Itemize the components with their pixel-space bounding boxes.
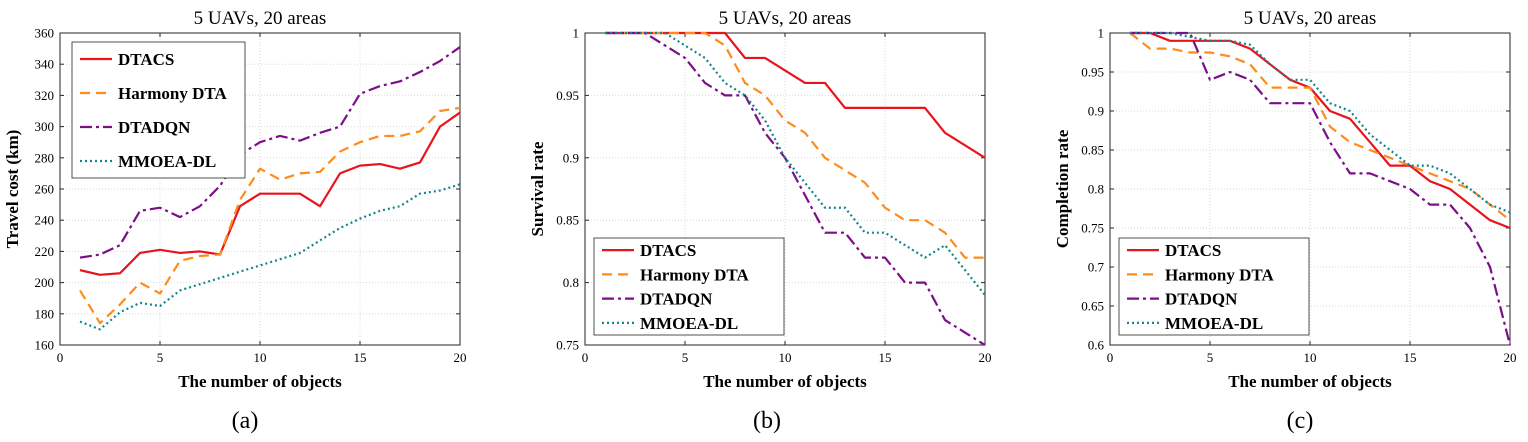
x-axis-label: The number of objects (178, 372, 342, 391)
series-line-harmony-dta (605, 31, 985, 259)
x-tick-label: 10 (1304, 350, 1317, 365)
x-tick-label: 20 (454, 350, 467, 365)
legend-label: DTADQN (1165, 290, 1238, 309)
legend-label: MMOEA-DL (1165, 314, 1263, 333)
legend-label: DTADQN (118, 118, 191, 137)
x-tick-label: 15 (879, 350, 892, 365)
y-tick-label: 240 (35, 213, 55, 228)
y-axis-label: Completion rate (1053, 129, 1072, 248)
y-tick-label: 0.6 (1088, 338, 1105, 353)
series-line-harmony-dta (1129, 32, 1511, 222)
y-tick-label: 280 (35, 150, 55, 165)
legend-label: Harmony DTA (640, 265, 749, 284)
x-tick-label: 5 (1207, 350, 1214, 365)
y-tick-label: 1 (573, 26, 580, 41)
y-tick-label: 0.65 (1081, 299, 1104, 314)
legend: DTACS Harmony DTA DTADQN MMOEA-DL (593, 237, 785, 336)
x-tick-label: 0 (1107, 350, 1114, 365)
series-line-dtadqn (79, 46, 461, 259)
y-axis-label: Travel cost (km) (3, 130, 22, 249)
x-tick-label: 10 (779, 350, 792, 365)
y-tick-label: 1 (1098, 26, 1105, 41)
legend-label: DTACS (640, 241, 696, 260)
x-tick-label: 0 (582, 350, 589, 365)
series-line-harmony-dta (79, 106, 461, 325)
x-axis-label: The number of objects (1228, 372, 1392, 391)
y-tick-label: 0.75 (1081, 221, 1104, 236)
series-line-mmoea-dl (605, 31, 986, 296)
legend-label: Harmony DTA (1165, 265, 1274, 284)
x-tick-label: 10 (254, 350, 267, 365)
y-tick-label: 300 (35, 119, 55, 134)
chart-panel-2: 0 5 10 15 20 0.75 0.8 0.85 0.9 0.95 1 5 UAVs, 20 ar… (528, 8, 992, 434)
y-tick-label: 0.95 (1081, 65, 1104, 80)
legend-box (71, 41, 246, 179)
y-tick-label: 0.8 (563, 275, 579, 290)
y-tick-label: 0.9 (1088, 104, 1104, 119)
x-tick-label: 20 (979, 350, 992, 365)
panel-label: (c) (1287, 408, 1314, 434)
y-tick-label: 0.95 (556, 88, 579, 103)
x-tick-label: 5 (682, 350, 689, 365)
chart-title: 5 UAVs, 20 areas (1244, 8, 1377, 29)
y-axis-label: Survival rate (528, 141, 547, 236)
y-tick-label: 0.7 (1088, 260, 1105, 275)
x-tick-label: 0 (57, 350, 64, 365)
legend: DTACS Harmony DTA DTADQN MMOEA-DL (1118, 237, 1310, 336)
chart-panel-1: 0 5 10 15 20 160 180 200 220 240 260 280 300 320 340 36… (3, 8, 467, 434)
series-line-dtadqn (605, 31, 986, 346)
series-line-dtacs (605, 31, 986, 159)
legend-label: MMOEA-DL (118, 152, 216, 171)
x-axis-label: The number of objects (703, 372, 867, 391)
chart-title: 5 UAVs, 20 areas (194, 8, 327, 29)
x-tick-label: 20 (1504, 350, 1517, 365)
y-tick-label: 220 (35, 244, 55, 259)
legend-label: MMOEA-DL (640, 314, 738, 333)
y-tick-label: 180 (35, 306, 55, 321)
panel-label: (a) (232, 408, 259, 434)
x-tick-label: 15 (1404, 350, 1417, 365)
y-tick-label: 260 (35, 182, 55, 197)
legend-box (593, 237, 785, 336)
panel-label: (b) (753, 408, 781, 434)
series-line-dtacs (1130, 31, 1511, 230)
series-line-dtacs (79, 111, 461, 276)
legend-label: DTACS (118, 50, 174, 69)
legend-label: DTADQN (640, 290, 713, 309)
chart-panel-3: 0 5 10 15 20 0.6 0.65 0.7 0.75 0.8 0.85 0.9 0.95 1 5 U… (1053, 8, 1517, 434)
legend: DTACS Harmony DTA DTADQN MMOEA-DL (71, 41, 246, 179)
legend-box (1118, 237, 1310, 336)
y-tick-label: 0.8 (1088, 182, 1104, 197)
y-tick-label: 0.9 (563, 150, 579, 165)
y-tick-label: 360 (35, 26, 55, 41)
y-tick-label: 0.85 (1081, 143, 1104, 158)
x-tick-label: 5 (157, 350, 164, 365)
legend-label: Harmony DTA (118, 84, 227, 103)
legend-label: DTACS (1165, 241, 1221, 260)
y-tick-label: 160 (35, 338, 55, 353)
y-tick-label: 200 (35, 275, 55, 290)
series-line-dtadqn (1130, 31, 1512, 346)
y-tick-label: 320 (35, 88, 55, 103)
chart-title: 5 UAVs, 20 areas (719, 8, 852, 29)
y-tick-label: 340 (35, 57, 55, 72)
series-line-mmoea-dl (1130, 31, 1511, 214)
y-tick-label: 0.75 (556, 338, 579, 353)
y-tick-label: 0.85 (556, 213, 579, 228)
x-tick-label: 15 (354, 350, 367, 365)
